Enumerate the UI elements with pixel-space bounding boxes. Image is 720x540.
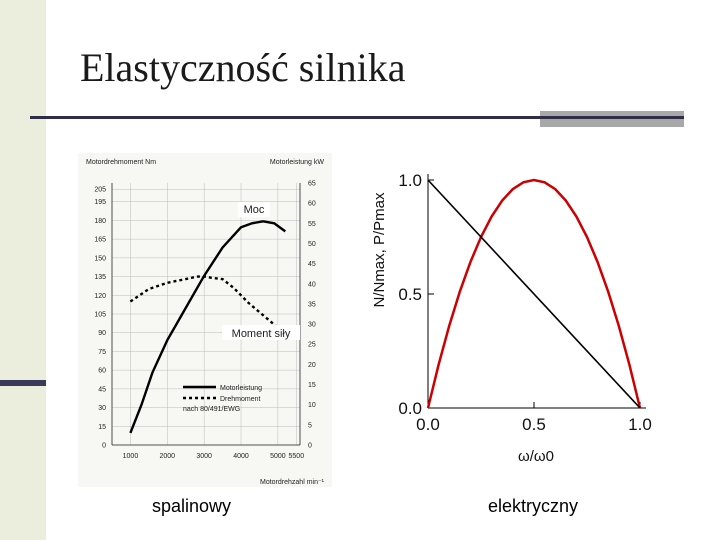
x-tick-label: 0.5 bbox=[522, 415, 546, 434]
x-tick-label: 1.0 bbox=[628, 415, 652, 434]
x-tick-label: 3000 bbox=[196, 453, 212, 460]
y-left-tick-label: 15 bbox=[98, 424, 106, 431]
left-decor-accent bbox=[0, 380, 46, 386]
y-right-tick-label: 50 bbox=[308, 241, 316, 248]
y-right-tick-label: 30 bbox=[308, 322, 316, 329]
x-tick-label: 0.0 bbox=[416, 415, 440, 434]
y-left-tick-label: 0 bbox=[102, 443, 106, 450]
y-tick-label: 0.5 bbox=[398, 285, 422, 304]
torque-curve bbox=[129, 275, 290, 339]
title-rule-accent-line bbox=[540, 116, 684, 119]
x-tick-label: 5500 bbox=[289, 453, 305, 460]
y-right-tick-label: 45 bbox=[308, 261, 316, 268]
x-axis-label: Motordrehzahl min⁻¹ bbox=[260, 479, 325, 486]
power-annotation: Moc bbox=[244, 204, 265, 216]
y-right-tick-label: 10 bbox=[308, 402, 316, 409]
x-tick-label: 1000 bbox=[123, 453, 139, 460]
title-rule bbox=[30, 116, 540, 119]
legend-norm-label: nach 80/491/EWG bbox=[183, 406, 240, 413]
y-left-header: Motordrehmoment Nm bbox=[86, 159, 156, 166]
power-curve bbox=[426, 178, 642, 409]
torque-line bbox=[427, 179, 641, 409]
y-right-tick-label: 20 bbox=[308, 362, 316, 369]
legend: Motorleistung Drehmoment nach 80/491/EWG bbox=[183, 385, 262, 413]
y-right-tick-label: 5 bbox=[308, 422, 312, 429]
torque-annotation-bg bbox=[222, 325, 300, 340]
x-tick-label: 5000 bbox=[270, 453, 286, 460]
power-curve bbox=[129, 220, 287, 434]
electric-motor-chart: 0.0 0.5 1.0 0.0 0.5 1.0 N/Nmax, P/Pmax ω/ω0 bbox=[371, 171, 652, 465]
legend-power-label: Motorleistung bbox=[220, 385, 262, 392]
y-axis-label: N/Nmax, P/Pmax bbox=[371, 192, 388, 308]
legend-torque-label: Drehmoment bbox=[220, 396, 261, 403]
slide-title: Elastyczność silnika bbox=[80, 45, 406, 90]
y-right-tick-label: 55 bbox=[308, 221, 316, 228]
y-right-tick-label: 65 bbox=[308, 181, 316, 188]
x-tick-label: 4000 bbox=[233, 453, 249, 460]
torque-annotation: Moment siły bbox=[232, 328, 291, 340]
y-left-tick-label: 105 bbox=[94, 312, 106, 319]
y-left-tick-label: 75 bbox=[98, 349, 106, 356]
y-left-tick-label: 195 bbox=[94, 199, 106, 206]
y-left-tick-label: 150 bbox=[94, 255, 106, 262]
y-left-tick-label: 120 bbox=[94, 293, 106, 300]
x-tick-label: 2000 bbox=[160, 453, 176, 460]
caption-combustion: spalinowy bbox=[152, 496, 232, 516]
y-left-tick-label: 180 bbox=[94, 218, 106, 225]
combustion-engine-chart: 0153045607590105120135150165180195205051… bbox=[78, 153, 332, 487]
y-left-tick-label: 135 bbox=[94, 274, 106, 281]
y-left-tick-label: 205 bbox=[94, 187, 106, 194]
power-annotation-bg bbox=[238, 202, 270, 217]
y-tick-label: 1.0 bbox=[398, 171, 422, 190]
y-right-tick-label: 15 bbox=[308, 382, 316, 389]
y-right-tick-label: 60 bbox=[308, 201, 316, 208]
y-right-header: Motorleistung kW bbox=[270, 159, 324, 166]
caption-electric: elektryczny bbox=[488, 496, 579, 516]
chart-background bbox=[78, 153, 332, 487]
left-decor-band bbox=[0, 0, 46, 540]
title-rule-accent bbox=[540, 111, 684, 127]
y-tick-label: 0.0 bbox=[398, 399, 422, 418]
y-left-tick-label: 30 bbox=[98, 405, 106, 412]
y-right-tick-label: 40 bbox=[308, 281, 316, 288]
y-left-tick-label: 165 bbox=[94, 237, 106, 244]
y-left-tick-label: 60 bbox=[98, 368, 106, 375]
x-axis-label: ω/ω0 bbox=[518, 448, 554, 465]
y-right-tick-label: 35 bbox=[308, 301, 316, 308]
y-left-tick-label: 90 bbox=[98, 330, 106, 337]
y-right-tick-label: 25 bbox=[308, 342, 316, 349]
y-right-tick-label: 0 bbox=[308, 443, 312, 450]
y-left-tick-label: 45 bbox=[98, 386, 106, 393]
